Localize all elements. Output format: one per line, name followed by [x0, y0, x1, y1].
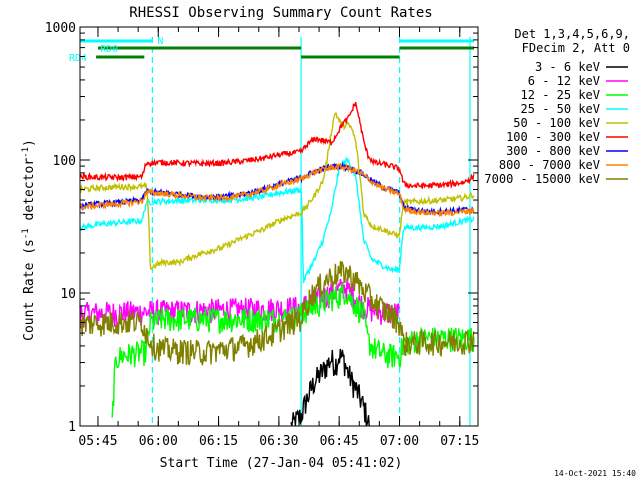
- x-tick-label: 06:45: [320, 434, 359, 449]
- x-tick-label: 06:15: [199, 434, 238, 449]
- legend-label: 6 - 12 keV: [528, 74, 600, 88]
- y-label-main: Count Rate (s: [22, 239, 37, 341]
- x-tick-label: 06:30: [259, 434, 298, 449]
- y-tick-label: 10: [60, 287, 76, 302]
- svg-text:Count Rate (s-1 detector-1): Count Rate (s-1 detector-1): [21, 139, 37, 341]
- series-line-7: [79, 162, 475, 218]
- legend-label: 300 - 800 keV: [506, 144, 600, 158]
- legend-label: 7000 - 15000 keV: [484, 172, 600, 186]
- chart-title: RHESSI Observing Summary Count Rates: [129, 5, 432, 21]
- y-label-sup1: -1: [21, 228, 31, 239]
- y-axis-label: Count Rate (s-1 detector-1): [21, 139, 37, 341]
- series-line-1: [79, 277, 400, 328]
- y-label-sup2: -1: [21, 147, 31, 158]
- y-tick-label: 1000: [45, 21, 76, 36]
- legend-label: 50 - 100 keV: [513, 116, 600, 130]
- x-axis-label: Start Time (27-Jan-04 05:41:02): [160, 456, 403, 471]
- legend-header-line-1: Det 1,3,4,5,6,9,: [514, 27, 630, 41]
- series-line-5: [79, 101, 475, 190]
- legend-label: 3 - 6 keV: [535, 60, 600, 74]
- x-tick-label: 07:00: [380, 434, 419, 449]
- y-label-end: ): [22, 139, 37, 147]
- timestamp: 14-Oct-2021 15:40: [554, 469, 636, 478]
- series-line-3: [79, 156, 475, 284]
- plot-area: N RD0 RD4 1 10 100 1000 05:45 06:00 06:15 06:30 06:…: [45, 21, 480, 449]
- legend-header-line-2: FDecim 2, Att 0: [522, 41, 630, 55]
- legend-label: 100 - 300 keV: [506, 130, 600, 144]
- y-tick-label: 100: [53, 154, 76, 169]
- y-label-mid: detector: [22, 158, 37, 229]
- status-label-rd0: RD0: [100, 44, 118, 55]
- legend-label: 12 - 25 keV: [521, 88, 600, 102]
- series-line-8: [79, 261, 475, 366]
- series-line-6: [79, 161, 474, 217]
- y-tick-label: 1: [68, 420, 76, 435]
- x-tick-label: 06:00: [139, 434, 178, 449]
- series-line-0: [290, 348, 370, 427]
- series-line-4: [79, 112, 475, 270]
- legend-label: 800 - 7000 keV: [499, 158, 600, 172]
- x-tick-label: 07:15: [440, 434, 479, 449]
- status-label-n: N: [157, 36, 163, 47]
- legend-label: 25 - 50 keV: [521, 102, 600, 116]
- status-label-rd4: RD4: [69, 53, 87, 64]
- x-tick-label: 05:45: [78, 434, 117, 449]
